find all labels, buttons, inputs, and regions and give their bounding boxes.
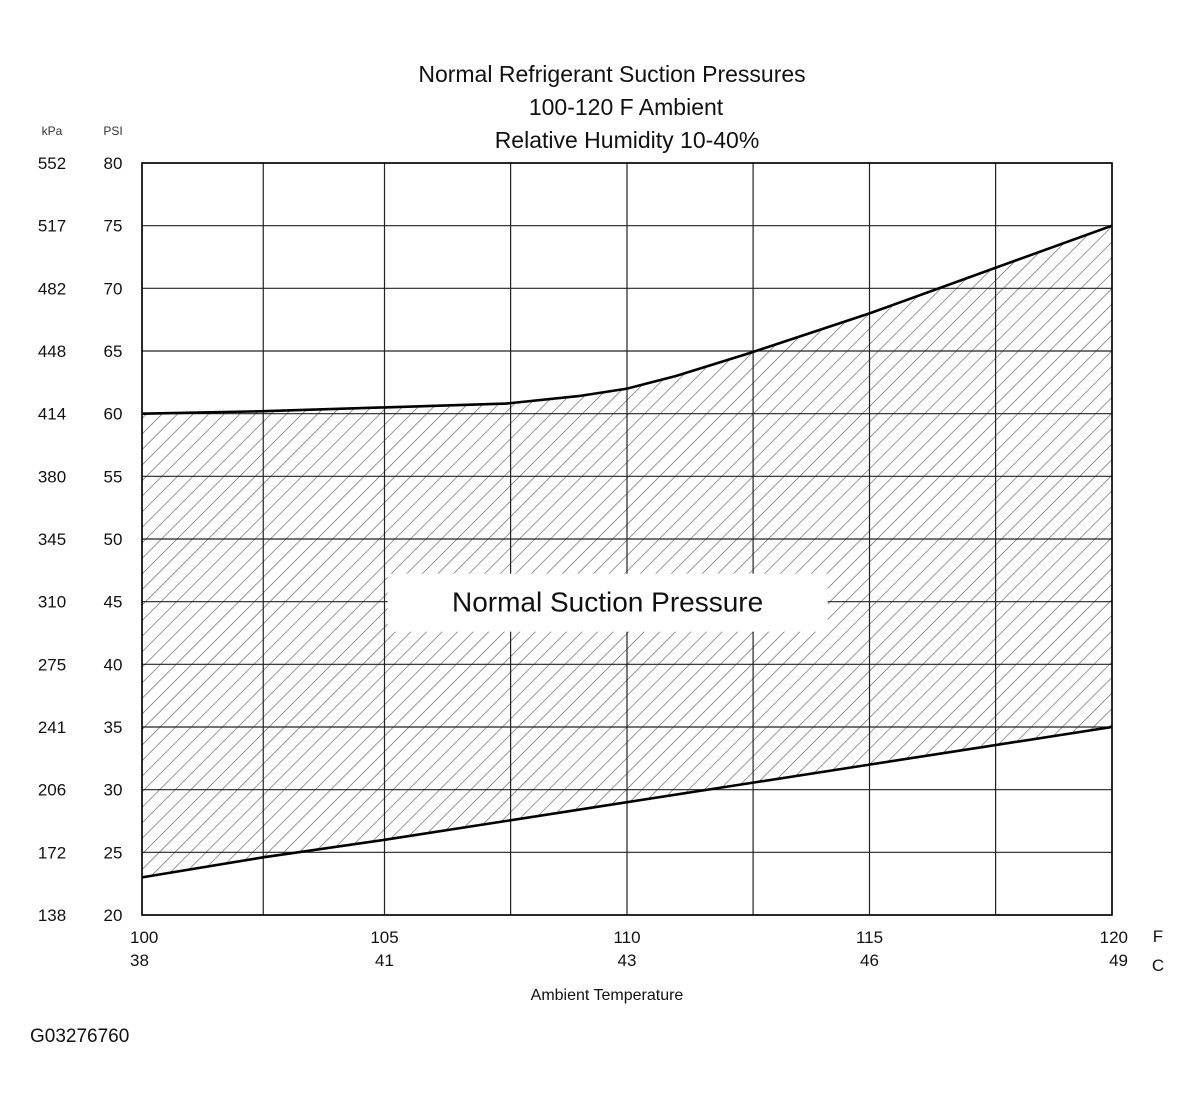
lower-limit-line: [141, 725, 1113, 879]
y-tick-psi-30: 30: [104, 781, 123, 800]
y-tick-kpa-517: 517: [38, 217, 66, 236]
x-tick-c-43: 43: [618, 951, 637, 970]
x-tick-f-110: 110: [613, 928, 640, 947]
y-tick-psi-55: 55: [104, 467, 123, 486]
y-tick-psi-35: 35: [104, 718, 123, 737]
y-tick-kpa-482: 482: [38, 279, 66, 298]
band-label: Normal Suction Pressure: [452, 587, 763, 618]
x-tick-c-41: 41: [375, 951, 394, 970]
y-tick-kpa-448: 448: [38, 342, 66, 361]
figure-id: G03276760: [30, 1026, 129, 1047]
plot-frame: [141, 162, 1113, 916]
y-tick-kpa-414: 414: [38, 405, 66, 424]
y-tick-kpa-345: 345: [38, 530, 66, 549]
y-tick-psi-80: 80: [104, 154, 123, 173]
x-axis-label: Ambient Temperature: [531, 987, 684, 1004]
y-tick-kpa-172: 172: [38, 843, 66, 862]
upper-limit-line: [141, 224, 1113, 415]
y-unit-kpa: kPa: [42, 124, 63, 138]
y-tick-kpa-275: 275: [38, 655, 66, 674]
y-tick-kpa-206: 206: [38, 781, 66, 800]
y-tick-psi-65: 65: [104, 342, 123, 361]
x-tick-f-100: 100: [130, 928, 158, 947]
x-tick-f-105: 105: [370, 928, 398, 947]
y-tick-psi-45: 45: [104, 593, 123, 612]
y-tick-kpa-552: 552: [38, 154, 66, 173]
y-axis-ticks: 80 552 75 517 70 482 65 448 60 414 55 380 50 345 45 310…: [38, 154, 123, 925]
y-unit-psi: PSI: [103, 124, 122, 138]
y-tick-kpa-138: 138: [38, 906, 66, 925]
y-tick-psi-70: 70: [104, 279, 123, 298]
x-axis-ticks: 100 38 105 41 110 43 115 46 120 49: [130, 928, 1128, 970]
x-tick-f-120: 120: [1100, 928, 1128, 947]
y-tick-psi-20: 20: [104, 906, 123, 925]
chart-title-line-1: Normal Refrigerant Suction Pressures: [418, 61, 805, 87]
x-tick-c-38: 38: [130, 951, 149, 970]
x-unit-f: F: [1153, 927, 1163, 946]
x-unit-c: C: [1152, 956, 1164, 975]
y-tick-psi-50: 50: [104, 530, 123, 549]
y-tick-kpa-380: 380: [38, 467, 66, 486]
x-tick-c-46: 46: [860, 951, 879, 970]
chart-title-line-3: Relative Humidity 10-40%: [495, 127, 760, 153]
y-tick-kpa-241: 241: [38, 718, 66, 737]
band-label-background: [387, 573, 828, 632]
y-tick-kpa-310: 310: [38, 593, 66, 612]
chart-title: Normal Refrigerant Suction Pressures 100…: [418, 61, 805, 153]
y-tick-psi-25: 25: [104, 843, 123, 862]
y-tick-psi-60: 60: [104, 405, 123, 424]
x-tick-c-49: 49: [1109, 951, 1128, 970]
chart-title-line-2: 100-120 F Ambient: [529, 94, 724, 120]
y-tick-psi-75: 75: [104, 217, 123, 236]
y-tick-psi-40: 40: [104, 655, 123, 674]
x-tick-f-115: 115: [856, 928, 883, 947]
